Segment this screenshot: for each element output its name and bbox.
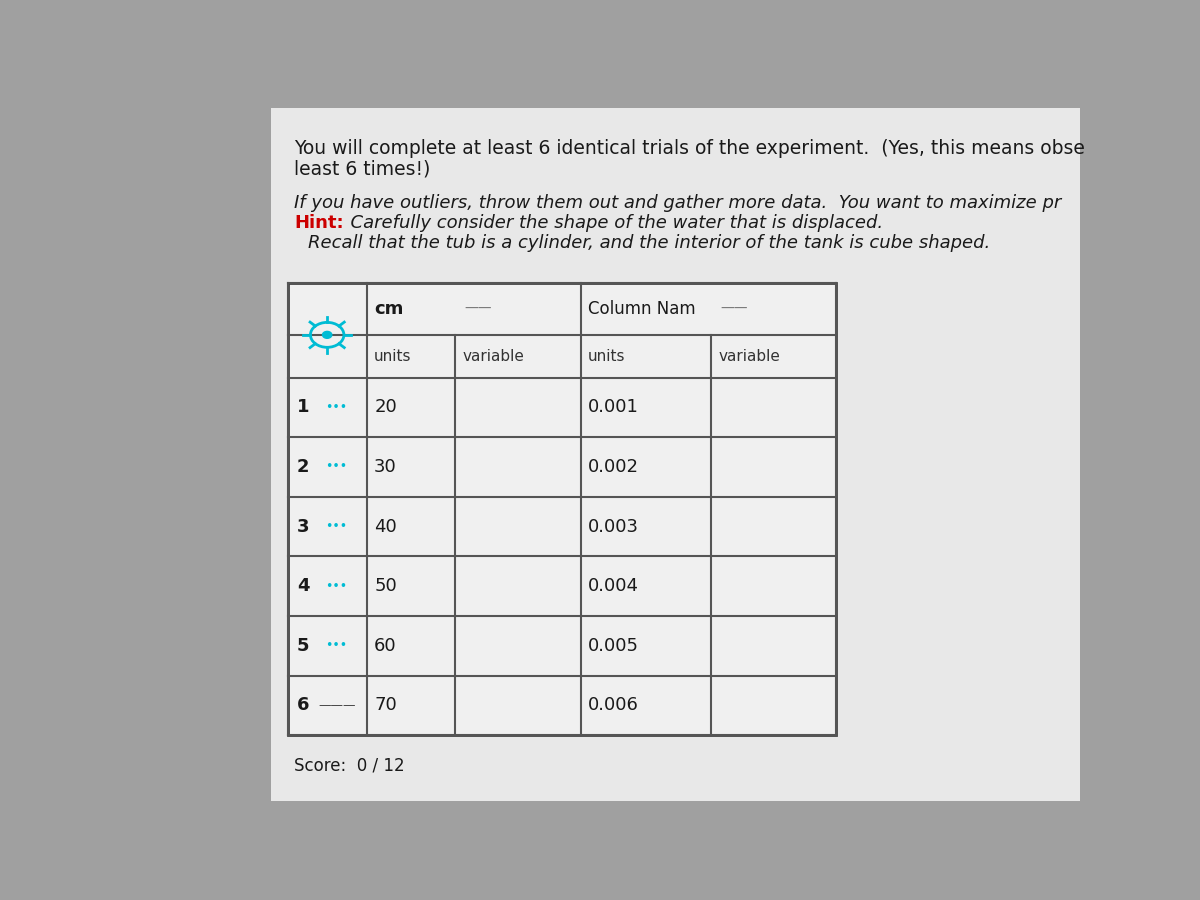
Text: 0.003: 0.003	[588, 518, 640, 536]
Text: 20: 20	[374, 399, 397, 417]
Text: Carefully consider the shape of the water that is displaced.: Carefully consider the shape of the wate…	[338, 214, 883, 232]
Text: 5: 5	[296, 637, 310, 655]
Text: 0.006: 0.006	[588, 697, 638, 715]
Text: ——: ——	[720, 302, 748, 316]
Text: •••: •••	[325, 639, 348, 652]
Text: variable: variable	[719, 348, 780, 364]
Text: 0.004: 0.004	[588, 577, 640, 595]
Text: Recall that the tub is a cylinder, and the interior of the tank is cube shaped.: Recall that the tub is a cylinder, and t…	[308, 234, 990, 252]
Text: •••: •••	[325, 520, 348, 533]
Text: 6: 6	[296, 697, 310, 715]
FancyBboxPatch shape	[288, 283, 836, 735]
Text: 4: 4	[296, 577, 310, 595]
Text: least 6 times!): least 6 times!)	[294, 160, 431, 179]
Text: •••: •••	[325, 400, 348, 414]
Text: 2: 2	[296, 458, 310, 476]
Text: 70: 70	[374, 697, 397, 715]
Text: cm: cm	[374, 300, 403, 318]
Text: 3: 3	[296, 518, 310, 536]
Text: 0.002: 0.002	[588, 458, 640, 476]
Text: 0.005: 0.005	[588, 637, 640, 655]
Text: units: units	[588, 348, 625, 364]
Text: variable: variable	[462, 348, 524, 364]
Text: 60: 60	[374, 637, 397, 655]
Text: Column Nam: Column Nam	[588, 300, 696, 318]
Text: ——: ——	[464, 302, 492, 316]
Text: If you have outliers, throw them out and gather more data.  You want to maximize: If you have outliers, throw them out and…	[294, 194, 1062, 212]
Text: 50: 50	[374, 577, 397, 595]
Text: 40: 40	[374, 518, 397, 536]
Text: Hint:: Hint:	[294, 214, 343, 232]
FancyBboxPatch shape	[271, 108, 1080, 801]
Text: •••: •••	[325, 461, 348, 473]
Text: 0.001: 0.001	[588, 399, 638, 417]
Text: ———: ———	[318, 699, 355, 712]
Text: 30: 30	[374, 458, 397, 476]
Circle shape	[323, 331, 332, 338]
Text: You will complete at least 6 identical trials of the experiment.  (Yes, this mea: You will complete at least 6 identical t…	[294, 140, 1085, 158]
Text: units: units	[374, 348, 412, 364]
Text: 1: 1	[296, 399, 310, 417]
Text: •••: •••	[325, 580, 348, 593]
Text: Score:  0 / 12: Score: 0 / 12	[294, 757, 404, 775]
